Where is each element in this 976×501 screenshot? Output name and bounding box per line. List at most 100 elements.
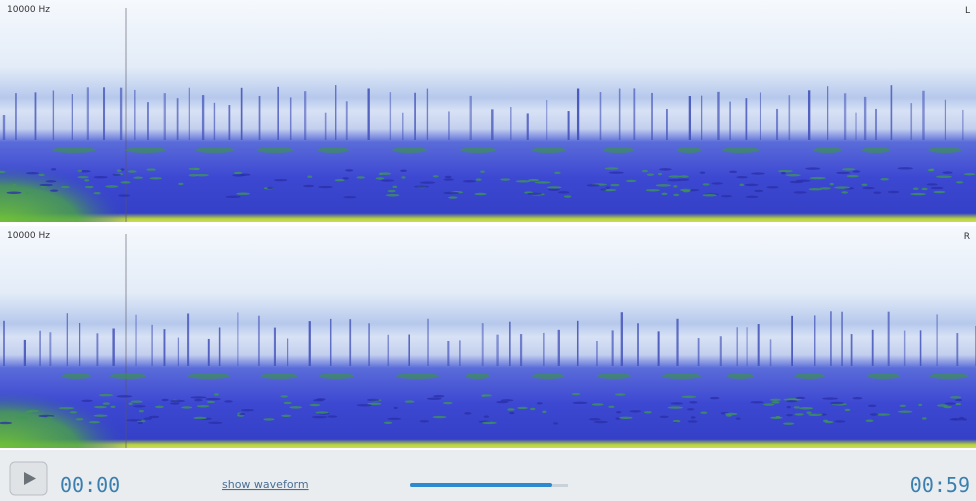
- harmonic-dot: [443, 402, 453, 404]
- harmonic-dot: [964, 173, 976, 175]
- mid-band-patch: [187, 373, 230, 379]
- harmonic-dot: [952, 418, 958, 420]
- harmonic-dot: [900, 405, 906, 407]
- harmonic-dot: [38, 174, 44, 176]
- harmonic-dot: [205, 398, 220, 400]
- harmonic-dot: [420, 420, 429, 422]
- harmonic-dot: [194, 399, 203, 401]
- current-time: 00:00: [60, 473, 120, 497]
- harmonic-dot: [232, 174, 245, 176]
- harmonic-dot: [516, 180, 530, 182]
- harmonic-dot: [950, 396, 961, 398]
- harmonic-dot: [700, 411, 707, 413]
- harmonic-dot: [126, 419, 142, 421]
- harmonic-dot: [50, 189, 58, 191]
- harmonic-dot: [703, 194, 717, 196]
- harmonic-dot: [609, 172, 624, 174]
- harmonic-dot: [564, 195, 572, 197]
- harmonic-dot: [683, 190, 691, 192]
- harmonic-dot: [509, 412, 514, 414]
- frequency-label: 10000 Hz: [7, 231, 50, 241]
- harmonic-dot: [121, 181, 131, 183]
- harmonic-dot: [778, 170, 793, 172]
- harmonic-dot: [573, 402, 588, 404]
- harmonic-dot: [548, 188, 560, 190]
- harmonic-dot: [794, 406, 800, 408]
- mid-band-patch: [662, 373, 702, 379]
- harmonic-dot: [481, 394, 485, 396]
- harmonic-dot: [786, 174, 801, 176]
- harmonic-dot: [772, 401, 780, 403]
- harmonic-dot: [933, 191, 945, 193]
- frequency-label: 10000 Hz: [7, 5, 50, 15]
- harmonic-dot: [405, 400, 415, 402]
- harmonic-dot: [942, 171, 952, 173]
- harmonic-dot: [224, 400, 233, 402]
- harmonic-dot: [711, 182, 722, 184]
- harmonic-dot: [673, 420, 681, 422]
- harmonic-dot: [845, 409, 851, 411]
- harmonic-dot: [751, 172, 765, 174]
- harmonic-dot: [131, 400, 143, 402]
- harmonic-dot: [830, 183, 834, 185]
- harmonic-dot: [868, 405, 877, 407]
- mid-band-patch: [260, 373, 297, 379]
- harmonic-dot: [181, 406, 192, 408]
- harmonic-dot: [537, 402, 543, 404]
- harmonic-dot: [542, 411, 546, 413]
- mid-band-patch: [318, 147, 349, 153]
- harmonic-dot: [852, 170, 860, 172]
- harmonic-dot: [139, 410, 144, 412]
- harmonic-dot: [207, 401, 215, 403]
- harmonic-dot: [770, 399, 781, 401]
- harmonic-dot: [659, 168, 671, 170]
- harmonic-dot: [910, 193, 925, 195]
- harmonic-dot: [823, 420, 828, 422]
- harmonic-dot: [303, 185, 314, 187]
- harmonic-dot: [721, 195, 732, 197]
- harmonic-dot: [928, 169, 934, 171]
- harmonic-dot: [289, 406, 301, 408]
- harmonic-dot: [700, 171, 706, 173]
- harmonic-dot: [12, 184, 16, 186]
- harmonic-dot: [608, 406, 614, 408]
- harmonic-dot: [870, 413, 878, 415]
- harmonic-dot: [312, 416, 327, 418]
- harmonic-dot: [111, 406, 116, 408]
- harmonic-dot: [78, 170, 82, 172]
- spectrogram: [0, 226, 976, 448]
- show-waveform-link[interactable]: show waveform: [222, 478, 309, 491]
- channel-label: L: [965, 6, 970, 16]
- harmonic-dot: [822, 397, 838, 399]
- harmonic-dot: [76, 418, 84, 420]
- harmonic-dot: [681, 396, 696, 398]
- harmonic-dot: [376, 177, 385, 179]
- harmonic-dot: [379, 173, 383, 175]
- harmonic-dot: [766, 186, 778, 188]
- harmonic-dot: [572, 393, 581, 395]
- harmonic-dot: [688, 420, 698, 422]
- harmonic-dot: [763, 403, 774, 405]
- harmonic-dot: [463, 180, 476, 182]
- harmonic-dot: [46, 180, 57, 182]
- harmonic-dot: [400, 170, 407, 172]
- harmonic-dot: [239, 413, 245, 415]
- harmonic-dot: [783, 422, 794, 424]
- harmonic-dot: [345, 169, 353, 171]
- harmonic-dot: [59, 407, 74, 409]
- progress-fill: [410, 483, 552, 487]
- harmonic-dot: [189, 174, 198, 176]
- mid-band-patch: [52, 147, 95, 153]
- harmonic-dot: [922, 417, 927, 419]
- harmonic-dot: [554, 172, 561, 174]
- harmonic-dot: [927, 183, 938, 185]
- harmonic-dot: [388, 190, 396, 192]
- mid-band-patch: [867, 373, 900, 379]
- mid-band-patch: [794, 373, 824, 379]
- mid-band-patch: [722, 147, 759, 153]
- harmonic-dot: [309, 404, 320, 406]
- harmonic-dot: [776, 416, 780, 418]
- harmonic-dot: [191, 396, 207, 398]
- harmonic-dot: [118, 194, 130, 196]
- harmonic-dot: [170, 402, 180, 404]
